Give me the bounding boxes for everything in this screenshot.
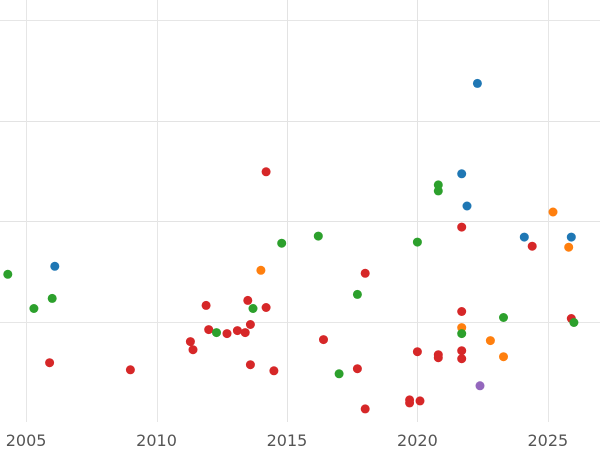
data-point-red (245, 360, 255, 370)
data-point-red (125, 365, 135, 375)
data-point-blue (519, 232, 529, 242)
x-tick-label: 2010 (136, 431, 177, 450)
data-point-red (457, 307, 467, 316)
data-point-red (527, 241, 537, 251)
data-point-orange (256, 265, 266, 275)
data-point-green (29, 304, 39, 313)
data-point-red (360, 268, 370, 278)
data-point-green (457, 329, 467, 339)
data-points (3, 78, 579, 414)
data-point-orange (548, 207, 558, 217)
data-point-orange (485, 336, 495, 346)
data-point-orange (499, 352, 508, 362)
x-tick-label: 2020 (397, 431, 438, 450)
x-axis-ticks: 2005 2010 2015 2020 2025 (6, 431, 568, 450)
data-point-red (415, 396, 425, 406)
data-point-green (334, 369, 344, 379)
data-point-green (569, 318, 579, 327)
x-tick-label: 2025 (527, 431, 568, 450)
data-point-orange (564, 242, 574, 252)
data-point-red (232, 326, 242, 336)
data-point-green (47, 293, 57, 303)
data-point-blue (50, 261, 60, 271)
data-point-green (313, 231, 323, 241)
data-point-green (412, 237, 422, 247)
data-point-red (185, 337, 195, 347)
data-point-red (240, 328, 250, 338)
data-point-green (3, 269, 13, 279)
x-tick-label: 2015 (267, 431, 308, 450)
data-point-red (269, 366, 279, 376)
data-point-red (261, 167, 271, 177)
data-point-green (277, 238, 287, 248)
data-point-red (457, 222, 467, 232)
data-point-green (212, 328, 221, 338)
data-point-purple (475, 381, 485, 391)
data-point-blue (566, 232, 576, 242)
data-point-red (360, 404, 370, 414)
data-point-red (352, 364, 362, 374)
data-point-red (243, 295, 253, 305)
data-point-red (433, 353, 443, 363)
x-tick-label: 2005 (6, 431, 47, 450)
data-point-green (352, 289, 362, 299)
data-point-green (433, 186, 443, 196)
data-point-red (412, 347, 422, 357)
grid (0, 0, 600, 422)
data-point-red (204, 325, 214, 335)
data-point-red (405, 398, 415, 408)
data-point-red (188, 345, 198, 355)
data-point-blue (457, 169, 467, 179)
data-point-blue (472, 78, 482, 88)
data-point-red (457, 346, 467, 356)
data-point-red (245, 320, 255, 329)
data-point-red (222, 329, 232, 339)
data-point-red (261, 303, 271, 312)
data-point-red (319, 335, 328, 345)
data-point-blue (462, 201, 472, 211)
data-point-red (201, 300, 211, 310)
data-point-red (45, 358, 55, 368)
data-point-green (248, 304, 258, 313)
data-point-red (457, 354, 467, 364)
data-point-green (499, 313, 508, 322)
